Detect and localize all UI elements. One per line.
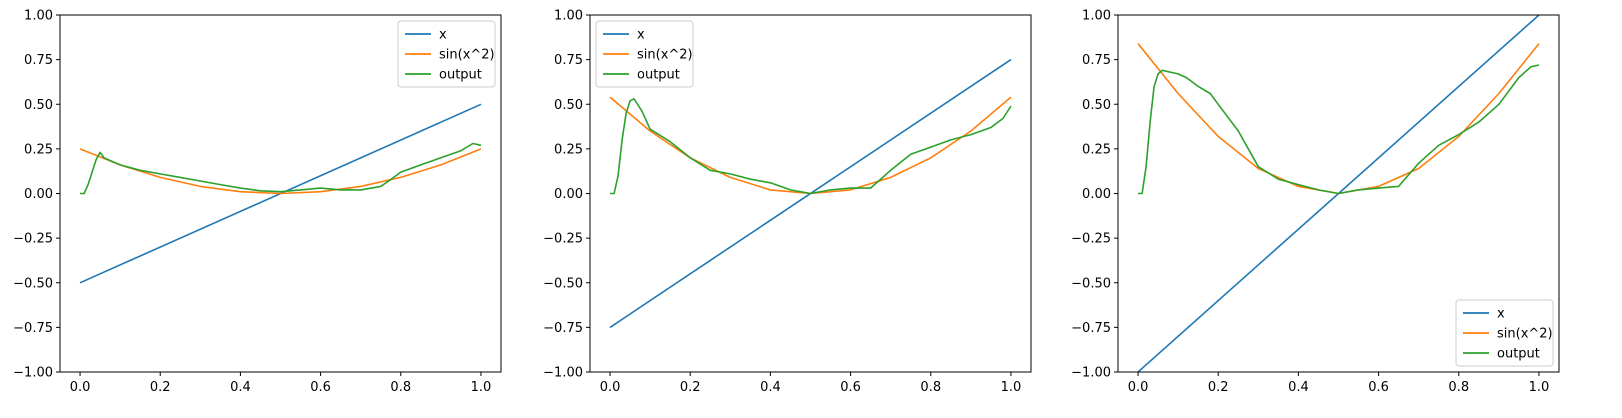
y-tick-label: 0.00 — [1082, 187, 1111, 202]
y-tick-label: 0.75 — [24, 53, 53, 68]
legend-box — [595, 20, 694, 88]
legend-label-output: output — [439, 68, 482, 83]
series-line-sin — [609, 96, 1012, 195]
x-tick-label: 0.2 — [1208, 380, 1229, 395]
legend: x sin(x^2) output — [595, 20, 694, 88]
subplot-3: 0.0 0.2 0.4 0.6 0.8 1.0 −1.00 −0.75 −0.50 −0.25 0.… — [1071, 9, 1560, 395]
y-tick-label: 1.00 — [1082, 9, 1111, 24]
y-tick-label: −0.25 — [1071, 232, 1111, 247]
y-tick-label: −1.00 — [543, 366, 583, 381]
x-tick-label: 0.4 — [230, 380, 251, 395]
y-tick-label: −0.50 — [13, 276, 53, 291]
y-tick-label: −1.00 — [1071, 366, 1111, 381]
x-tick-label: 0.6 — [840, 380, 861, 395]
x-tick-label: 0.4 — [1288, 380, 1309, 395]
legend-label-sin: sin(x^2) — [637, 48, 693, 63]
x-tick-label: 0.8 — [390, 380, 411, 395]
x-tick-label: 0.6 — [1368, 380, 1389, 395]
legend-label-x: x — [1497, 307, 1505, 322]
y-tick-label: 1.00 — [554, 9, 583, 24]
legend-label-output: output — [1497, 347, 1540, 362]
x-tick-label: 0.0 — [70, 380, 91, 395]
series-line-sin — [1137, 43, 1540, 195]
x-tick-label: 0.0 — [1128, 380, 1149, 395]
x-tick-label: 0.2 — [150, 380, 171, 395]
legend-label-x: x — [637, 28, 645, 43]
legend-label-output: output — [637, 68, 680, 83]
subplot-1: 0.0 0.2 0.4 0.6 0.8 1.0 −1.00 −0.75 −0.50 −0.25 0.… — [13, 9, 502, 395]
x-tick-label: 0.0 — [600, 380, 621, 395]
y-tick-label: −0.75 — [543, 321, 583, 336]
y-tick-label: 0.25 — [554, 142, 583, 157]
x-tick-label: 0.4 — [760, 380, 781, 395]
legend: x sin(x^2) output — [397, 20, 496, 88]
series-line-sin — [79, 148, 482, 195]
y-tick-label: −0.50 — [543, 276, 583, 291]
x-tick-label: 1.0 — [1529, 380, 1550, 395]
y-tick-label: −0.25 — [543, 232, 583, 247]
legend: x sin(x^2) output — [1455, 299, 1554, 367]
y-tick-label: 0.50 — [24, 98, 53, 113]
x-tick-label: 1.0 — [471, 380, 492, 395]
legend-box — [397, 20, 496, 88]
x-tick-label: 0.6 — [310, 380, 331, 395]
series-line-output — [80, 142, 482, 195]
y-tick-label: −0.25 — [13, 232, 53, 247]
plot-area — [79, 103, 482, 284]
y-tick-label: −0.50 — [1071, 276, 1111, 291]
x-tick-label: 0.2 — [680, 380, 701, 395]
y-tick-label: 0.75 — [554, 53, 583, 68]
legend-label-x: x — [439, 28, 447, 43]
series-line-output — [610, 98, 1012, 195]
y-tick-label: −1.00 — [13, 366, 53, 381]
subplot-2: 0.0 0.2 0.4 0.6 0.8 1.0 −1.00 −0.75 −0.50 −0.25 0.… — [543, 9, 1032, 395]
x-tick-label: 0.8 — [920, 380, 941, 395]
y-tick-label: 0.50 — [1082, 98, 1111, 113]
y-tick-label: −0.75 — [1071, 321, 1111, 336]
y-tick-label: 0.00 — [554, 187, 583, 202]
x-tick-label: 0.8 — [1448, 380, 1469, 395]
y-tick-label: 0.25 — [1082, 142, 1111, 157]
y-tick-label: 0.50 — [554, 98, 583, 113]
plot-area — [609, 58, 1012, 329]
legend-label-sin: sin(x^2) — [439, 48, 495, 63]
series-line-output — [1138, 64, 1540, 195]
y-tick-label: −0.75 — [13, 321, 53, 336]
y-tick-label: 0.00 — [24, 187, 53, 202]
y-tick-label: 0.75 — [1082, 53, 1111, 68]
plot-area — [1137, 15, 1540, 372]
x-tick-label: 1.0 — [1001, 380, 1022, 395]
legend-box — [1455, 299, 1554, 367]
legend-label-sin: sin(x^2) — [1497, 327, 1553, 342]
y-tick-label: 0.25 — [24, 142, 53, 157]
y-tick-label: 1.00 — [24, 9, 53, 24]
